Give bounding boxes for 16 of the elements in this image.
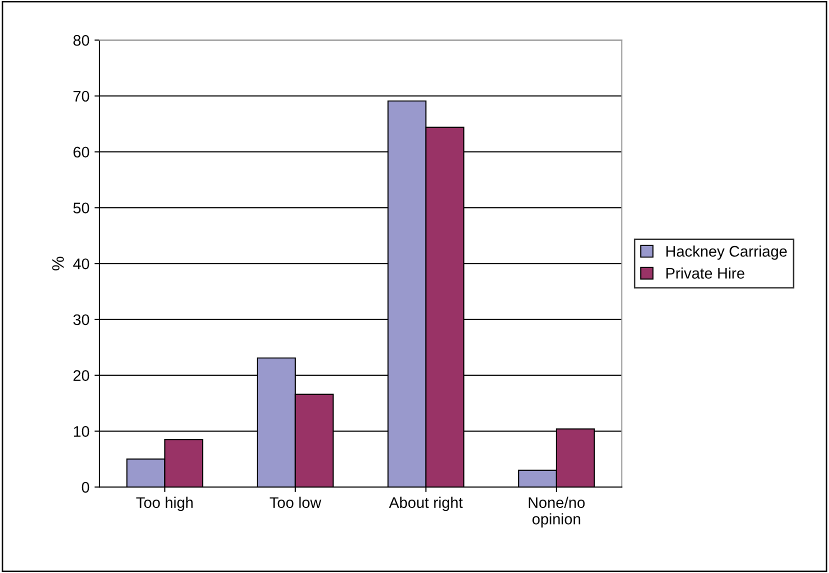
y-tick-label: 10 [74, 426, 90, 437]
legend-label: Hackney Carriage [666, 246, 787, 260]
y-tick-label: 40 [73, 258, 90, 270]
y-tick-label: 0 [82, 482, 90, 493]
y-tick-label: 60 [74, 146, 90, 158]
y-tick-label: 20 [74, 370, 90, 381]
x-tick-label: None/no opinion [528, 496, 585, 528]
legend-label: Private Hire [666, 267, 744, 279]
y-tick-label: 70 [74, 90, 90, 102]
y-axis-title: % [52, 256, 64, 270]
x-tick-label: Too low [270, 496, 322, 508]
x-tick-label: Too high [136, 496, 193, 512]
y-tick-label: 80 [73, 34, 90, 46]
y-tick-label: 50 [73, 202, 90, 214]
x-tick-label: About right [388, 496, 463, 512]
y-tick-label: 30 [73, 314, 90, 326]
